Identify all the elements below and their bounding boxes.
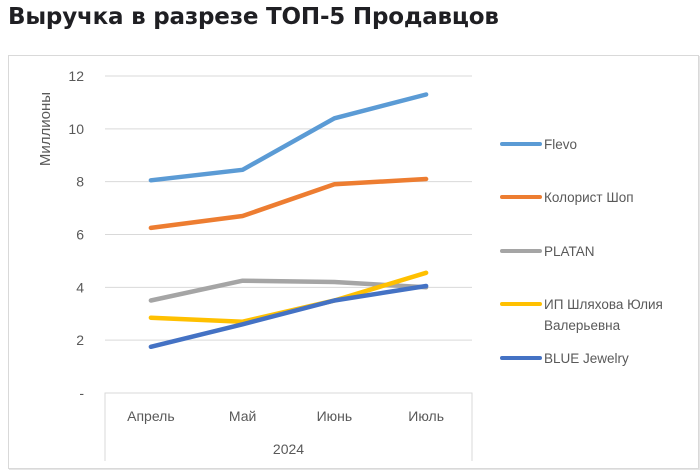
legend-label: PLATAN: [544, 244, 595, 259]
y-tick-label: 2: [76, 332, 84, 348]
x-axis-line: [104, 392, 473, 461]
series-line-flevo: [148, 92, 429, 183]
x-axis: Апрель Май Июнь Июль 2024: [104, 392, 473, 461]
legend-label: Flevo: [544, 137, 577, 152]
y-axis-title: Миллионы: [37, 92, 54, 166]
y-tick-label: 10: [68, 121, 84, 137]
y-tick-label: 12: [68, 68, 84, 84]
legend-label: BLUE Jewelry: [544, 351, 629, 366]
y-tick-label: -: [79, 385, 84, 401]
legend: Flevo Колорист Шоп PLATAN ИП Шляхова Юлия Ва…: [500, 137, 663, 366]
legend-item[interactable]: ИП Шляхова Юлия Валерьевна: [500, 297, 663, 333]
x-tick-label: Июль: [408, 408, 444, 424]
x-tick-label: Апрель: [127, 408, 175, 424]
x-tick-label: Июнь: [317, 408, 353, 424]
legend-item[interactable]: PLATAN: [500, 244, 595, 259]
series-line-колорист-шоп: [148, 176, 429, 231]
series-lines: [148, 92, 429, 350]
legend-item[interactable]: BLUE Jewelry: [500, 351, 629, 366]
x-group-label: 2024: [273, 441, 304, 457]
legend-label: ИП Шляхова Юлия: [544, 297, 663, 312]
y-tick-label: 6: [76, 227, 84, 243]
y-tick-label: 8: [76, 174, 84, 190]
legend-label: Валерьевна: [544, 318, 621, 333]
legend-item[interactable]: Flevo: [500, 137, 577, 152]
legend-label: Колорист Шоп: [544, 190, 634, 205]
x-tick-label: Май: [229, 408, 256, 424]
chart-title: Выручка в разрезе ТОП-5 Продавцов: [8, 4, 499, 30]
y-tick-label: 4: [76, 279, 84, 295]
chart-frame: [8, 55, 699, 469]
y-axis-ticks: - 2 4 6 8 10 12: [68, 68, 84, 401]
legend-item[interactable]: Колорист Шоп: [500, 190, 634, 205]
series-line-blue-jewelry: [148, 283, 429, 350]
